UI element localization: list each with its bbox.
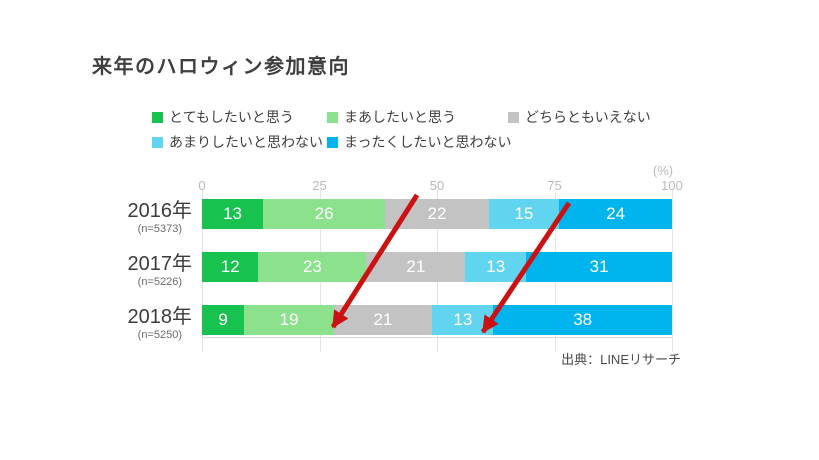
legend-item: どちらともいえない — [508, 107, 651, 127]
x-axis-tick-label: 0 — [198, 178, 206, 193]
bar-segment-value: 21 — [373, 310, 393, 329]
bar-segment: 15 — [488, 199, 560, 229]
bar-segment: 12 — [202, 252, 259, 282]
x-axis-tick-label: 50 — [429, 178, 445, 193]
category-sample-size: (n=5373) — [137, 223, 182, 235]
legend-label: まあしたいと思う — [344, 109, 456, 125]
bar-segment-value: 21 — [406, 257, 426, 276]
category-sample-size: (n=5226) — [137, 276, 182, 288]
bar-segment-value: 23 — [302, 257, 322, 276]
category-label: 2016年 (n=5373) — [62, 200, 193, 235]
category-year: 2016年 — [127, 200, 193, 222]
legend-swatch-icon — [327, 111, 338, 123]
legend-label: とてもしたいと思う — [169, 109, 294, 125]
bar-segment-value: 22 — [427, 204, 447, 223]
bar-segment-value: 24 — [606, 204, 626, 223]
legend-item: とてもしたいと思う — [152, 107, 294, 127]
bar-segment-value: 13 — [486, 257, 506, 276]
bar-segment: 23 — [258, 252, 367, 282]
bar-segment-value: 9 — [218, 310, 228, 329]
bar-segment-value: 31 — [589, 257, 609, 276]
legend-item: まあしたいと思う — [327, 107, 456, 127]
bar-segment: 24 — [559, 199, 672, 229]
category-year: 2018年 — [127, 306, 193, 328]
axis-baseline — [202, 337, 672, 338]
source-note: 出典：LINEリサーチ — [561, 352, 681, 367]
bar-segment: 13 — [465, 252, 527, 282]
category-year: 2017年 — [127, 253, 193, 275]
bar-segment-value: 12 — [220, 257, 240, 276]
bar-segment: 31 — [526, 252, 672, 282]
stacked-bar: 13 26 22 15 24 — [202, 199, 672, 229]
bar-segment: 13 — [432, 305, 494, 335]
bar-segment-value: 13 — [453, 310, 473, 329]
bar-segment-value: 38 — [573, 310, 593, 329]
legend-label: あまりしたいと思わない — [169, 134, 323, 150]
category-label: 2018年 (n=5250) — [62, 306, 193, 341]
bar-segment: 38 — [493, 305, 672, 335]
gridline — [672, 190, 673, 352]
legend-label: どちらともいえない — [525, 109, 651, 125]
legend-label: まったくしたいと思わない — [344, 134, 512, 150]
x-axis-tick-label: 75 — [547, 178, 562, 193]
bar-segment: 21 — [333, 305, 433, 335]
legend-swatch-icon — [152, 136, 163, 148]
page-title: 来年のハロウィン参加意向 — [92, 56, 350, 78]
bar-segment-value: 26 — [314, 204, 334, 223]
legend-swatch-icon — [152, 111, 163, 123]
bar-segment-value: 19 — [279, 310, 299, 329]
bar-segment: 13 — [202, 199, 264, 229]
legend-swatch-icon — [327, 136, 338, 148]
bar-segment: 19 — [244, 305, 334, 335]
category-label: 2017年 (n=5226) — [62, 253, 193, 288]
bar-segment-value: 13 — [223, 204, 242, 223]
legend-item: あまりしたいと思わない — [152, 132, 323, 152]
legend-item: まったくしたいと思わない — [327, 132, 511, 152]
bar-segment: 22 — [385, 199, 489, 229]
category-sample-size: (n=5250) — [137, 329, 182, 341]
bar-segment: 21 — [366, 252, 466, 282]
bar-segment: 26 — [263, 199, 386, 229]
x-axis-tick-label: 25 — [312, 178, 327, 193]
percent-unit-label: (%) — [652, 163, 674, 178]
bar-segment-value: 15 — [514, 204, 534, 223]
stacked-bar: 12 23 21 13 31 — [202, 252, 672, 282]
bar-segment: 9 — [202, 305, 245, 335]
x-axis-tick-label: 100 — [661, 178, 683, 193]
stacked-bar: 9 19 21 13 38 — [202, 305, 672, 335]
legend-swatch-icon — [508, 111, 519, 123]
